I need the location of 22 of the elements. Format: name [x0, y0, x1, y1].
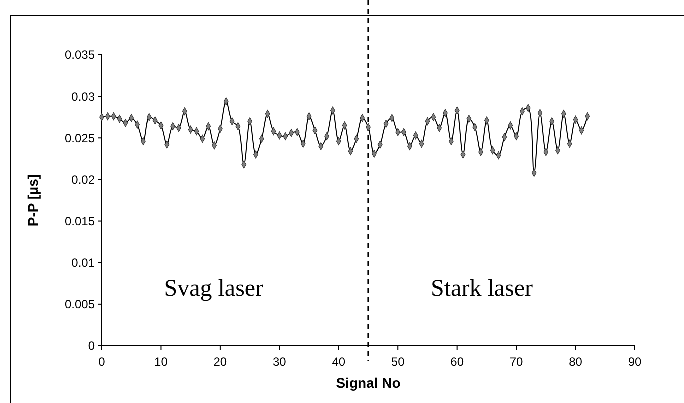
y-axis-title: P-P [µs]: [25, 174, 41, 227]
x-tick-label: 60: [450, 355, 464, 369]
x-tick-label: 90: [628, 355, 642, 369]
y-tick-label: 0.03: [72, 90, 96, 104]
y-tick-label: 0.035: [64, 48, 96, 62]
y-tick-label: 0.02: [72, 172, 96, 187]
x-tick-label: 30: [272, 355, 287, 369]
x-tick-label: 40: [332, 355, 346, 369]
annotation: Svag laser: [164, 276, 264, 302]
annotation: Stark laser: [431, 276, 534, 302]
x-tick-label: 0: [98, 355, 106, 369]
y-tick-label: 0.025: [64, 131, 96, 146]
y-tick-label: 0.005: [64, 298, 96, 312]
x-tick-label: 10: [154, 355, 168, 369]
x-tick-label: 20: [214, 355, 228, 369]
x-tick-label: 70: [510, 355, 524, 369]
x-axis-title: Signal No: [336, 375, 401, 391]
y-tick-label: 0.01: [72, 256, 96, 270]
y-tick-label: 0.015: [64, 214, 96, 228]
x-tick-label: 80: [569, 355, 583, 369]
y-tick-label: 0: [88, 339, 96, 354]
x-tick-label: 50: [391, 355, 406, 369]
